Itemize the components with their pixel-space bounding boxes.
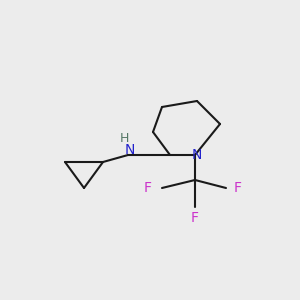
Text: F: F	[144, 181, 152, 195]
Text: N: N	[125, 143, 135, 157]
Text: N: N	[192, 148, 202, 162]
Text: H: H	[119, 131, 129, 145]
Text: F: F	[234, 181, 242, 195]
Text: F: F	[191, 211, 199, 225]
